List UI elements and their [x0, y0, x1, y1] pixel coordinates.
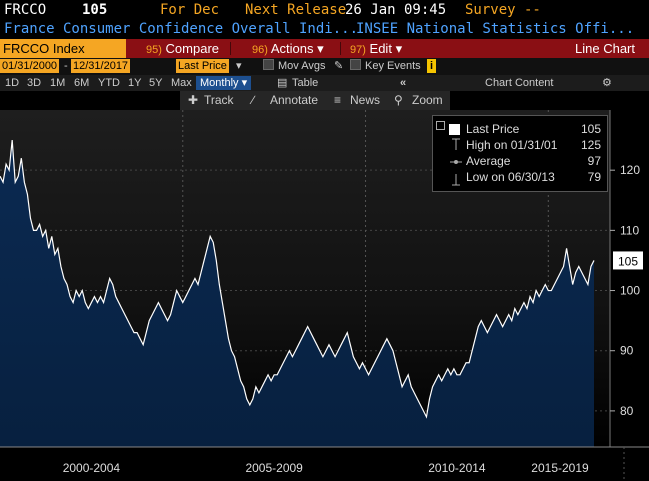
crosshair-icon: ✚ [188, 93, 199, 107]
chart-type-label[interactable]: Line Chart [575, 41, 635, 56]
legend-row-high: High on 01/31/01 125 [466, 138, 601, 152]
function-toolbar: FRCCO Index 95) Compare 96) Actions ▾ 97… [0, 39, 649, 58]
y-tick-label: 110 [620, 223, 639, 237]
survey-label: Survey -- [465, 2, 541, 18]
chevron-down-icon: ▾ [395, 41, 403, 56]
track-button[interactable]: Track [204, 93, 234, 107]
security-header: FRCCO 105 For Dec Next Release 26 Jan 09… [0, 0, 649, 20]
legend-row-last: Last Price 105 [433, 122, 607, 137]
collapse-icon[interactable]: « [400, 77, 407, 89]
period-1y[interactable]: 1Y [128, 77, 142, 89]
period-1d[interactable]: 1D [5, 77, 20, 89]
chevron-down-icon[interactable]: ▾ [236, 60, 242, 72]
security-field[interactable]: FRCCO Index [0, 39, 126, 58]
toolbar-divider [230, 42, 231, 55]
y-tick-label: 120 [620, 163, 640, 177]
field-selector[interactable]: Last Price [176, 59, 229, 73]
last-value: 105 [82, 2, 108, 18]
period-3d[interactable]: 3D [27, 77, 42, 89]
last-value-label: 105 [618, 254, 638, 268]
period-1m[interactable]: 1M [50, 77, 66, 89]
legend-row-low: Low on 06/30/13 79 [466, 170, 601, 184]
key-events-toggle[interactable]: Key Events [350, 59, 421, 73]
x-tick-label: 2015-2019 [531, 461, 589, 475]
price-line [0, 140, 595, 419]
chevron-down-icon: ▾ [241, 77, 248, 89]
pencil-icon: ∕ [252, 93, 255, 107]
ticker-label: FRCCO [4, 2, 47, 18]
period-bar: 1D 3D 1M 6M YTD 1Y 5Y Max Monthly ▾ ▤ Ta… [0, 75, 649, 91]
zoom-button[interactable]: Zoom [412, 93, 443, 107]
start-date-field[interactable]: 01/31/2000 [0, 59, 60, 73]
x-axis-band [0, 447, 649, 481]
date-range-bar: 01/31/2000 - 12/31/2017 Last Price ▾ Mov… [0, 58, 649, 75]
pencil-icon[interactable]: ✎ [334, 60, 344, 72]
y-tick-label: 100 [620, 284, 640, 298]
security-description: France Consumer Confidence Overall Indi.… [0, 20, 649, 39]
actions-button[interactable]: 96) Actions ▾ [252, 41, 324, 56]
frequency-selector[interactable]: Monthly ▾ [196, 76, 252, 90]
legend-row-average: Average 97 [466, 154, 601, 168]
source-text: INSEE National Statistics Offi... [356, 21, 635, 37]
date-separator: - [64, 60, 68, 72]
legend-swatch-icon [449, 124, 460, 135]
chart-content-button[interactable]: Chart Content [485, 77, 554, 89]
info-icon[interactable]: i [427, 59, 437, 73]
x-tick-label: 2000-2004 [63, 461, 121, 475]
toolbar-divider [340, 42, 341, 55]
legend-markers-icon [450, 138, 462, 186]
search-icon: ⚲ [394, 93, 403, 107]
x-tick-label: 2005-2009 [245, 461, 303, 475]
news-icon: ≡ [334, 93, 342, 107]
table-button[interactable]: Table [292, 77, 319, 89]
for-period: For Dec [160, 2, 220, 18]
gear-icon[interactable]: ⚙ [602, 77, 612, 89]
end-date-field[interactable]: 12/31/2017 [71, 59, 131, 73]
mov-avgs-toggle[interactable]: Mov Avgs [263, 59, 326, 73]
period-ytd[interactable]: YTD [98, 77, 120, 89]
x-tick-label: 2010-2014 [428, 461, 486, 475]
compare-button[interactable]: 95) Compare [146, 41, 219, 56]
period-max[interactable]: Max [171, 77, 192, 89]
last-value-box [613, 251, 643, 270]
y-tick-label: 80 [620, 404, 634, 418]
chart-legend: Last Price 105 High on 01/31/01 125 Aver… [432, 115, 608, 192]
checkbox-icon [350, 59, 361, 70]
y-tick-label: 90 [620, 344, 634, 358]
next-release-value: 26 Jan 09:45 [345, 2, 447, 18]
period-5y[interactable]: 5Y [149, 77, 163, 89]
checkbox-icon [263, 59, 274, 70]
description-text: France Consumer Confidence Overall Indi.… [4, 21, 359, 37]
price-area [0, 140, 594, 447]
table-view-icon[interactable]: ▤ [277, 77, 288, 89]
next-release-label: Next Release [245, 2, 347, 18]
annotate-button[interactable]: Annotate [270, 93, 319, 107]
chevron-down-icon: ▾ [317, 41, 324, 56]
collapse-box-icon[interactable] [436, 121, 445, 130]
edit-button[interactable]: 97) Edit ▾ [350, 41, 403, 56]
news-button[interactable]: News [350, 93, 381, 107]
period-6m[interactable]: 6M [74, 77, 90, 89]
chart-tools: ✚ Track ∕ Annotate ≡ News ⚲ Zoom [180, 91, 450, 110]
